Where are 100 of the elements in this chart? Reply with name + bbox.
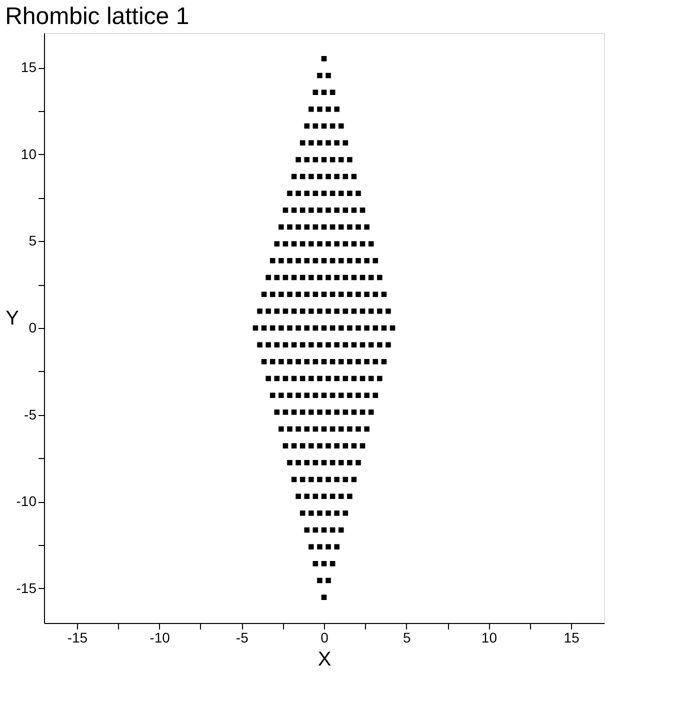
point [330, 190, 336, 196]
point [321, 292, 327, 297]
x-tick-label: -10 [150, 630, 170, 646]
point [321, 157, 327, 162]
point [326, 208, 331, 213]
point [364, 359, 370, 364]
point [308, 376, 314, 382]
point [334, 308, 340, 314]
point [261, 292, 267, 297]
point [296, 359, 301, 364]
point [312, 157, 318, 162]
point [312, 392, 318, 398]
point [308, 544, 314, 550]
point [342, 208, 348, 213]
point [364, 426, 370, 432]
point [351, 443, 357, 448]
point [300, 342, 306, 348]
point [312, 190, 318, 196]
point [326, 476, 331, 482]
point [274, 376, 280, 382]
point [356, 359, 361, 364]
point [321, 460, 327, 466]
point [270, 325, 276, 331]
point [257, 342, 262, 348]
point [338, 527, 344, 533]
point [342, 140, 348, 146]
point [377, 342, 382, 348]
point [338, 494, 344, 499]
point [334, 274, 340, 280]
point [377, 274, 382, 280]
point [351, 208, 357, 213]
point [386, 308, 391, 314]
point [296, 325, 301, 331]
point [372, 292, 378, 297]
point [300, 208, 306, 213]
point [278, 224, 284, 230]
point [338, 224, 344, 230]
point [347, 494, 352, 499]
point [300, 510, 306, 516]
point [360, 443, 366, 448]
point [308, 208, 314, 213]
point [326, 578, 331, 584]
point [330, 157, 336, 162]
point [338, 292, 344, 297]
point [308, 106, 314, 112]
point [296, 224, 301, 230]
point [308, 476, 314, 482]
point [360, 208, 366, 213]
point [351, 308, 357, 314]
point [312, 460, 318, 466]
x-tick-label: 5 [402, 630, 411, 646]
point [257, 308, 262, 314]
point [274, 308, 280, 314]
point [381, 292, 387, 297]
point [334, 241, 340, 246]
point [330, 292, 336, 297]
chart-title: Rhombic lattice 1 [5, 3, 190, 30]
point [347, 258, 352, 264]
x-tick-label: -5 [236, 630, 249, 646]
y-tick-label: -5 [24, 406, 37, 422]
point [351, 342, 357, 348]
point [312, 258, 318, 264]
point [282, 443, 288, 448]
point [351, 410, 357, 415]
point [282, 241, 288, 246]
point [282, 308, 288, 314]
y-tick-label: 10 [20, 146, 37, 162]
point [304, 527, 310, 533]
point [266, 376, 271, 382]
point [274, 241, 280, 246]
point [300, 410, 306, 415]
point [274, 342, 280, 348]
point [291, 342, 297, 348]
y-tick-label: -15 [16, 580, 37, 596]
point [317, 342, 322, 348]
point [326, 140, 331, 146]
point [321, 594, 327, 600]
point [351, 241, 357, 246]
point [347, 426, 352, 432]
point [326, 510, 331, 516]
point [364, 325, 370, 331]
point [338, 426, 344, 432]
point [308, 342, 314, 348]
point [308, 443, 314, 448]
point [342, 510, 348, 516]
point [287, 224, 292, 230]
point [330, 90, 336, 95]
point [317, 544, 322, 550]
point [304, 460, 310, 466]
point [278, 325, 284, 331]
point [304, 224, 310, 230]
point [356, 325, 361, 331]
point [321, 258, 327, 264]
point [326, 274, 331, 280]
x-tick-label: 15 [564, 630, 580, 646]
point [304, 359, 310, 364]
point [368, 342, 374, 348]
point [368, 410, 374, 415]
point [326, 544, 331, 550]
x-tick-label: 10 [481, 630, 498, 646]
